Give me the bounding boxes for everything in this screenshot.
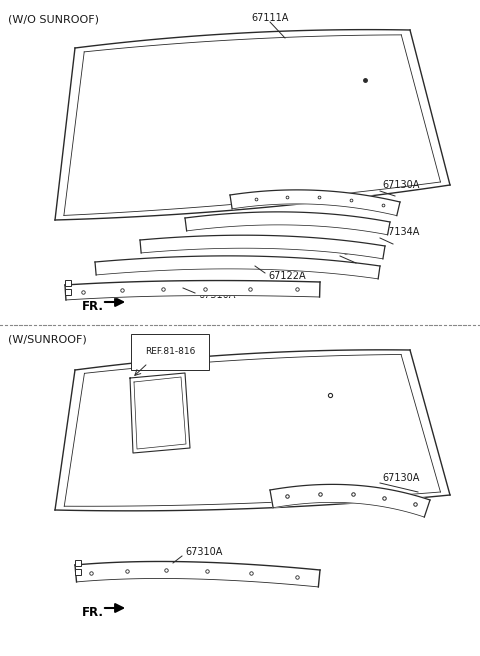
Text: 67310A: 67310A — [198, 290, 235, 300]
Polygon shape — [230, 190, 400, 216]
Polygon shape — [270, 484, 430, 517]
Text: REF.81-816: REF.81-816 — [145, 348, 195, 356]
Text: 67130A: 67130A — [382, 180, 420, 190]
Text: (W/O SUNROOF): (W/O SUNROOF) — [8, 14, 99, 24]
Text: 67134A: 67134A — [382, 227, 420, 237]
Polygon shape — [75, 562, 320, 587]
Polygon shape — [185, 212, 390, 235]
Polygon shape — [140, 236, 385, 259]
Text: 67122A: 67122A — [268, 271, 306, 281]
Text: 67111A: 67111A — [252, 13, 288, 23]
Text: 67132A: 67132A — [342, 247, 380, 257]
Polygon shape — [55, 350, 450, 511]
Text: 67130A: 67130A — [382, 473, 420, 483]
Text: FR.: FR. — [82, 605, 104, 619]
Polygon shape — [65, 281, 320, 300]
Text: 67310A: 67310A — [185, 547, 222, 557]
Polygon shape — [95, 256, 380, 279]
Text: (W/SUNROOF): (W/SUNROOF) — [8, 335, 87, 345]
Text: FR.: FR. — [82, 300, 104, 312]
Polygon shape — [55, 30, 450, 220]
